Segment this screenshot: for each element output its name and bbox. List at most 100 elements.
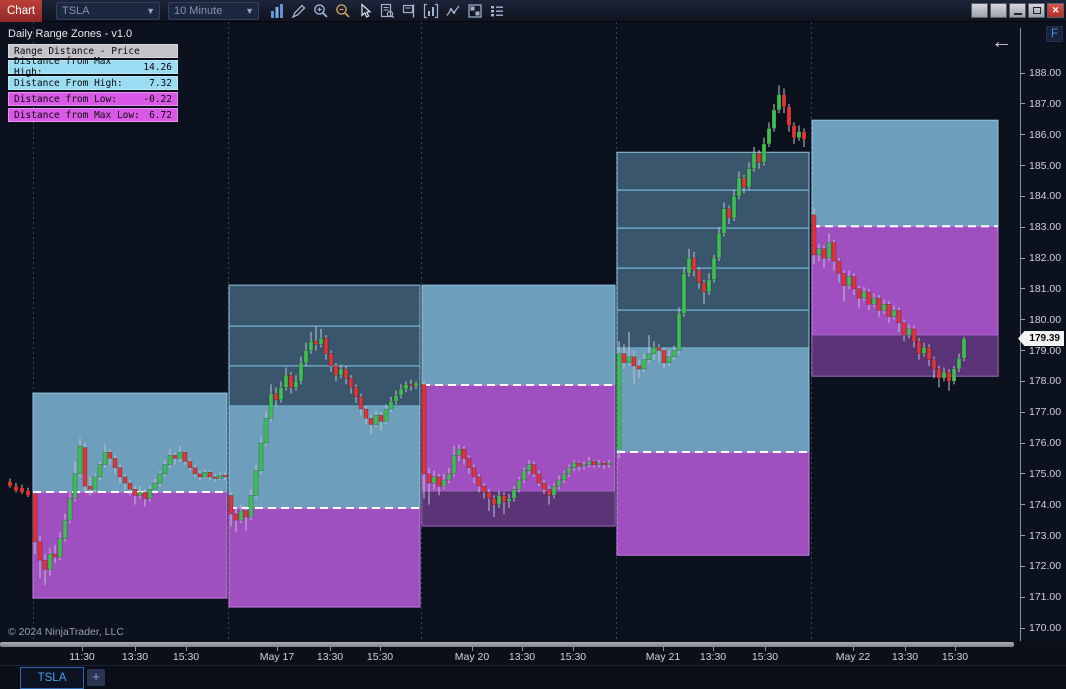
candle-body — [576, 462, 582, 467]
candle-body — [931, 359, 937, 370]
candle-body — [132, 489, 138, 496]
symbol-dropdown[interactable]: TSLA ▼ — [56, 2, 160, 20]
candle-body — [771, 109, 777, 129]
candle-body — [631, 356, 637, 367]
candle-body — [821, 248, 827, 259]
line-chart-icon[interactable] — [442, 0, 464, 22]
candle-body — [82, 447, 88, 487]
candle-body — [283, 374, 289, 388]
tab-tsla[interactable]: TSLA — [20, 667, 84, 689]
interval-link-button[interactable] — [990, 3, 1007, 18]
candle-body — [921, 347, 927, 354]
price-tick-label: 172.00 — [1029, 560, 1062, 573]
candle-body — [776, 94, 782, 111]
maximize-button[interactable] — [1028, 3, 1045, 18]
candle-body — [846, 276, 852, 286]
candle-body — [521, 470, 527, 481]
candle-body — [25, 490, 31, 496]
candle-body — [328, 353, 334, 367]
cursor-icon[interactable] — [354, 0, 376, 22]
chart-canvas[interactable] — [0, 22, 1016, 641]
candle-body — [112, 458, 118, 468]
list-icon[interactable] — [486, 0, 508, 22]
candle-body — [756, 152, 762, 163]
time-tick — [905, 647, 906, 651]
candle-body — [308, 341, 314, 351]
document-search-icon[interactable] — [376, 0, 398, 22]
price-tick — [1020, 72, 1025, 74]
price-tick — [1020, 442, 1025, 444]
time-tick-label: 13:30 — [508, 651, 536, 663]
time-tick — [713, 647, 714, 651]
candle-body — [57, 538, 63, 558]
candle-body — [303, 350, 309, 364]
candle-body — [951, 368, 957, 382]
instrument-link-button[interactable] — [971, 3, 988, 18]
price-tick — [1020, 103, 1025, 105]
candle-body — [741, 177, 747, 188]
price-tick — [1020, 195, 1025, 197]
price-tick — [1020, 350, 1025, 351]
candle-body — [323, 337, 329, 354]
price-tick — [1020, 226, 1025, 228]
zoom-in-icon[interactable] — [310, 0, 332, 22]
time-tick-label: 15:30 — [941, 651, 969, 663]
candle-body — [378, 415, 384, 422]
price-tick-label: 182.00 — [1029, 252, 1062, 264]
candle-body — [358, 396, 364, 410]
add-tab-button[interactable]: + — [87, 669, 105, 686]
price-axis[interactable]: F 188.00 187.00 186.00 185.00 184.00 183.00 18… — [1016, 22, 1066, 641]
time-tick — [277, 647, 278, 651]
time-axis[interactable]: 11:30 13:30 15:30 May 17 13:30 15:30 May 20 13:… — [0, 641, 1066, 665]
candle-body — [172, 455, 178, 459]
flag-panel-icon[interactable] — [398, 0, 420, 22]
price-tick-label: 175.00 — [1029, 467, 1062, 480]
horizontal-scrollbar[interactable] — [0, 642, 1014, 647]
candle-body — [511, 489, 517, 499]
time-tick-label: 13:30 — [316, 651, 344, 663]
interval-dropdown[interactable]: 10 Minute ▼ — [168, 2, 259, 20]
candle-body — [666, 356, 672, 364]
time-tick — [522, 647, 523, 651]
indicator-row: Range Distance - Price — [8, 44, 178, 58]
price-tick-label: 180.00 — [1029, 313, 1062, 326]
candle-body — [866, 291, 872, 305]
candle-body — [72, 473, 78, 499]
candle-body — [961, 338, 967, 359]
price-tick-label: 174.00 — [1029, 498, 1062, 511]
candle-body — [343, 368, 349, 379]
candle-body — [466, 458, 472, 468]
scroll-left-arrow-icon[interactable]: ← — [991, 30, 1012, 53]
candle-body — [408, 384, 414, 387]
minimize-button[interactable] — [1009, 3, 1026, 18]
candle-body — [268, 393, 274, 419]
zone-upper-range — [812, 120, 998, 227]
candle-body — [248, 495, 254, 518]
grid-check-icon[interactable] — [464, 0, 486, 22]
candle-body — [581, 464, 587, 467]
time-tick — [853, 647, 854, 651]
candle-body — [32, 493, 38, 542]
candle-body — [403, 384, 409, 390]
candle-body — [217, 475, 223, 479]
candle-body — [736, 177, 742, 197]
price-tick-label: 181.00 — [1029, 282, 1062, 295]
candle-body — [856, 288, 862, 299]
close-button[interactable]: ✕ — [1047, 3, 1064, 18]
price-tick-label: 184.00 — [1029, 190, 1062, 203]
candle-body — [37, 541, 43, 561]
price-tick — [1020, 596, 1025, 598]
zone-lower-range — [616, 451, 810, 556]
zoom-out-icon[interactable] — [332, 0, 354, 22]
candle-body — [816, 248, 822, 256]
chart-settings-icon[interactable] — [420, 0, 442, 22]
candle-body — [47, 553, 53, 570]
price-tick-label: 183.00 — [1029, 221, 1062, 234]
chart-bars-icon[interactable] — [266, 0, 288, 22]
price-axis-f-button[interactable]: F — [1046, 26, 1063, 42]
candle-body — [831, 242, 837, 262]
price-tick — [1020, 134, 1025, 136]
pencil-icon[interactable] — [288, 0, 310, 22]
time-tick-label: 15:30 — [751, 651, 779, 663]
time-tick-label: May 17 — [259, 651, 295, 663]
